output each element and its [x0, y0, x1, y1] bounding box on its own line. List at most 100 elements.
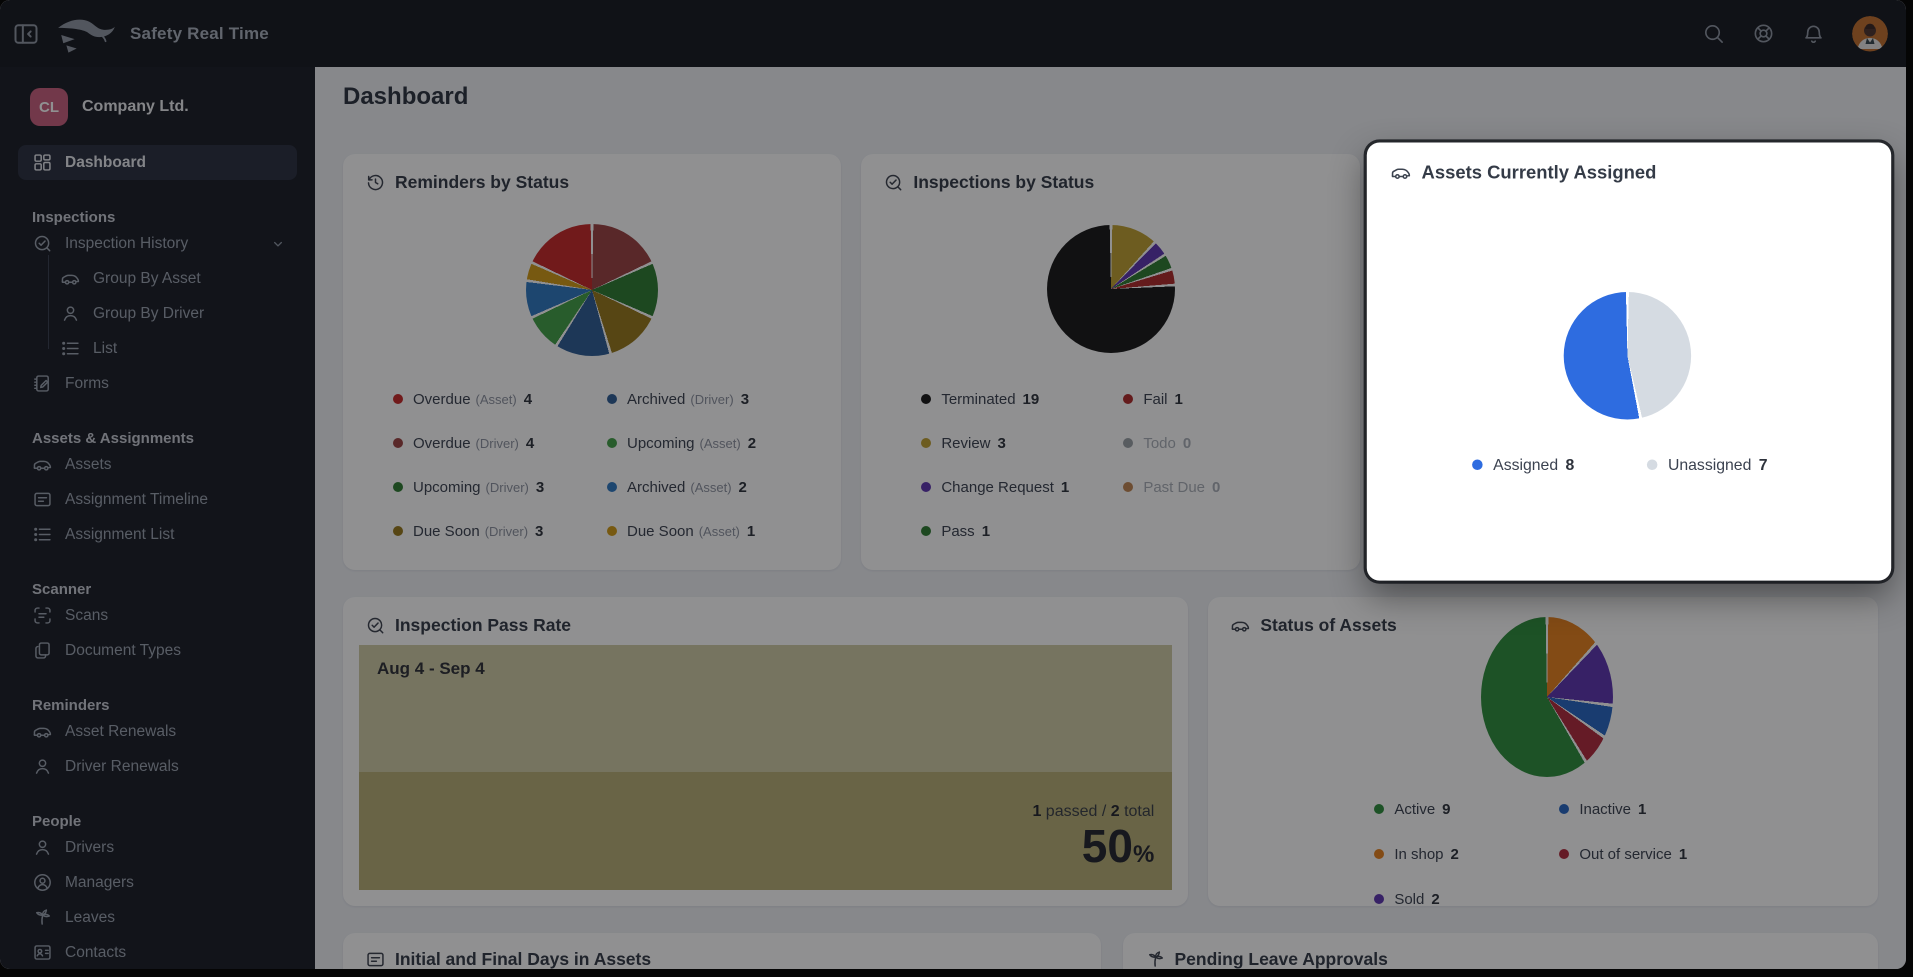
legend-value: 0	[1212, 478, 1221, 496]
user-avatar[interactable]	[1852, 15, 1888, 52]
legend-dot	[607, 438, 617, 448]
legend-column: Terminated 19 Review 3 Change Request 1 Pass 1	[921, 389, 1123, 541]
legend-label: Todo	[1143, 434, 1176, 452]
total-label: total	[1119, 803, 1155, 820]
notifications-bell-icon[interactable]	[1802, 22, 1825, 45]
legend-item[interactable]: Overdue (Asset) 4	[393, 389, 607, 409]
legend-value: 4	[523, 390, 533, 408]
card-title-text: Initial and Final Days in Assets	[395, 949, 652, 969]
legend-item[interactable]: Assigned 8	[1471, 454, 1647, 475]
legend-item[interactable]: Upcoming (Driver) 3	[393, 477, 607, 497]
help-lifebuoy-icon[interactable]	[1752, 22, 1775, 45]
legend-item[interactable]: Fail 1	[1123, 389, 1325, 409]
card-title: Initial and Final Days in Assets	[365, 949, 1079, 969]
percent-sign: %	[1132, 841, 1155, 868]
legend-item[interactable]: Unassigned 7	[1646, 454, 1822, 475]
legend-column: Active 9 In shop 2 Sold 2	[1374, 799, 1559, 909]
legend-item[interactable]: Sold 2	[1374, 889, 1559, 909]
card-title: Inspection Pass Rate	[365, 615, 1166, 636]
sidebar-item-dashboard[interactable]: Dashboard	[18, 145, 297, 180]
passed-label: passed /	[1041, 803, 1111, 820]
legend-item[interactable]: Change Request 1	[921, 477, 1123, 497]
legend-value: 4	[525, 434, 535, 452]
sidebar-item-driver-renewals[interactable]: Driver Renewals	[18, 749, 297, 784]
legend-item[interactable]: Todo 0	[1123, 433, 1325, 453]
palm-icon	[32, 907, 53, 928]
card-lines-icon	[365, 949, 386, 969]
legend-item[interactable]: Review 3	[921, 433, 1123, 453]
sidebar-item-label: Contacts	[65, 943, 127, 961]
documents-icon	[32, 640, 53, 661]
legend-dot	[1471, 459, 1483, 471]
legend-value: 3	[997, 434, 1006, 452]
initial-final-days-card: Initial and Final Days in Assets	[343, 933, 1101, 969]
sidebar-item-label: Managers	[65, 873, 134, 891]
legend-label: Active	[1394, 800, 1436, 818]
card-lines-icon	[32, 489, 53, 510]
sidebar-item-drivers[interactable]: Drivers	[18, 830, 297, 865]
legend-item[interactable]: Upcoming (Asset) 2	[607, 433, 821, 453]
person-icon	[32, 756, 53, 777]
legend-item[interactable]: In shop 2	[1374, 844, 1559, 864]
legend-value: 3	[535, 522, 544, 540]
sidebar-item-group-by-driver[interactable]: Group By Driver	[18, 290, 297, 337]
total-count: 2	[1110, 803, 1120, 820]
reminders-pie-chart	[526, 224, 658, 356]
sidebar-item-managers[interactable]: Managers	[18, 865, 297, 900]
company-name: Company Ltd.	[82, 98, 189, 115]
sidebar-section-header: Reminders	[32, 697, 110, 714]
legend-item[interactable]: Active 9	[1374, 799, 1559, 819]
sidebar-item-document-types[interactable]: Document Types	[18, 633, 297, 668]
legend-dot	[393, 438, 403, 448]
truck-icon	[32, 454, 53, 475]
card-title: Status of Assets	[1230, 615, 1856, 636]
scan-icon	[32, 605, 53, 626]
legend-item[interactable]: Pass 1	[921, 521, 1123, 541]
legend-value: 2	[1431, 890, 1440, 908]
sidebar-item-label: List	[93, 339, 118, 357]
legend-sublabel: (Asset)	[699, 435, 741, 451]
legend-item[interactable]: Past Due 0	[1123, 477, 1325, 497]
assets-currently-assigned-card: Assets Currently Assigned Assigned 8 Unass…	[1366, 142, 1892, 581]
sidebar-item-label: Assets	[65, 455, 112, 473]
sidebar-section-header: Assets & Assignments	[32, 430, 194, 447]
pass-rate-fraction: 1 passed / 2 total	[1032, 803, 1154, 821]
legend-item[interactable]: Inactive 1	[1559, 799, 1744, 819]
sidebar-item-inspection-history[interactable]: Inspection History	[18, 226, 297, 261]
pass-rate-percent: 50%	[1032, 821, 1155, 880]
legend-value: 1	[1678, 845, 1688, 863]
sidebar-item-asset-renewals[interactable]: Asset Renewals	[18, 714, 297, 749]
legend-value: 1	[1638, 800, 1647, 818]
sidebar-item-list[interactable]: List	[18, 325, 297, 366]
legend-item[interactable]: Archived (Asset) 2	[607, 477, 821, 497]
legend-item[interactable]: Overdue (Driver) 4	[393, 433, 607, 453]
legend-item[interactable]: Due Soon (Asset) 1	[607, 521, 821, 541]
sidebar-item-forms[interactable]: Forms	[18, 366, 297, 401]
legend-dot	[1374, 894, 1385, 904]
collapse-sidebar-icon[interactable]	[12, 20, 40, 48]
legend-item[interactable]: Archived (Driver) 3	[607, 389, 821, 409]
sidebar-item-assets[interactable]: Assets	[18, 447, 297, 482]
sidebar-item-assignment-list[interactable]: Assignment List	[18, 517, 297, 552]
sidebar-item-label: Driver Renewals	[65, 757, 179, 775]
sidebar-item-scans[interactable]: Scans	[18, 598, 297, 633]
legend-item[interactable]: Out of service 1	[1559, 844, 1744, 864]
search-icon[interactable]	[1702, 22, 1725, 45]
company-switcher[interactable]: CL Company Ltd.	[18, 87, 297, 127]
sidebar-item-label: Inspection History	[65, 234, 189, 252]
legend-label: In shop	[1394, 845, 1444, 863]
sidebar-item-contacts[interactable]: Contacts	[18, 935, 297, 969]
legend-label: Fail	[1143, 390, 1168, 408]
sidebar-item-assignment-timeline[interactable]: Assignment Timeline	[18, 482, 297, 517]
legend-item[interactable]: Due Soon (Driver) 3	[393, 521, 607, 541]
card-title: Pending Leave Approvals	[1145, 949, 1857, 969]
legend-dot	[1559, 804, 1570, 814]
inspections-pie-chart	[1047, 225, 1176, 353]
sidebar-item-group-by-asset[interactable]: Group By Asset	[18, 255, 297, 302]
main-content: Dashboard Reminders by Status Overdue (As…	[315, 67, 1906, 969]
sidebar-section-header: Scanner	[32, 581, 92, 598]
legend-label: Upcoming	[413, 478, 481, 496]
sidebar-item-leaves[interactable]: Leaves	[18, 900, 297, 935]
legend-item[interactable]: Terminated 19	[921, 389, 1123, 409]
chevron-down-icon	[269, 235, 287, 253]
